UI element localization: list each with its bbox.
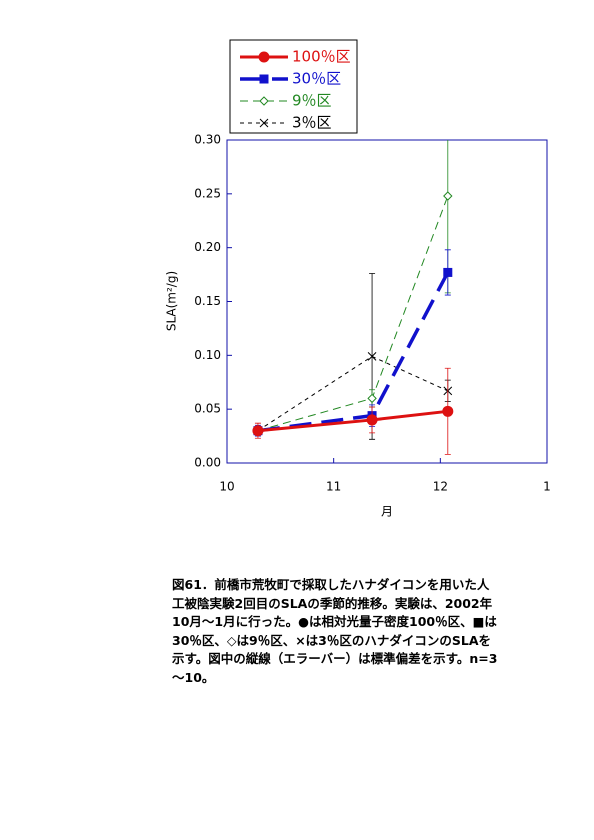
marker xyxy=(252,425,264,437)
marker xyxy=(442,405,454,417)
series-line xyxy=(257,355,449,432)
plot-frame xyxy=(226,139,548,464)
marker xyxy=(366,414,378,426)
series-line xyxy=(257,409,448,433)
legend-label: 30％区 xyxy=(292,70,341,88)
x-axis-label: 月 xyxy=(381,505,393,519)
caption: 図61．前橋市荒牧町で採取したハナダイコンを用いた人 工被陰実験2回目のSLAの季… xyxy=(172,576,572,687)
x-tick-label: 10 xyxy=(219,480,234,494)
caption-line: 30％区、◇は9％区、×は3％区のハナダイコンのSLAを xyxy=(172,632,492,648)
legend-marker xyxy=(259,96,269,106)
chart: 月 SLA(m²/g) 0.00 0.05 0.10 0.15 0.20 0.25 0.30… xyxy=(165,39,551,519)
y-tick-label: 0.30 xyxy=(194,133,221,147)
y-tick-label: 0.20 xyxy=(194,240,221,254)
legend-label: 100％区 xyxy=(292,48,351,66)
series-line xyxy=(257,195,449,432)
y-tick-label: 0.15 xyxy=(194,294,221,308)
legend-marker xyxy=(259,118,269,128)
caption-line: 10月～1月に行った。●は相対光量子密度100％区、■は xyxy=(172,614,497,629)
x-tick-label: 11 xyxy=(326,480,341,494)
caption-line: 示す。図中の縦線（エラーバー）は標準偏差を示す。n=3 xyxy=(172,651,498,666)
y-tick-label: 0.25 xyxy=(194,186,221,200)
plot xyxy=(252,140,454,455)
caption-line: 工被陰実験2回目のSLAの季節的推移。実験は、2002年 xyxy=(172,595,493,611)
marker xyxy=(367,393,377,404)
legend-label: 9％区 xyxy=(292,92,332,110)
x-tick-label: 12 xyxy=(433,480,448,494)
caption-line: ～10。 xyxy=(172,669,215,685)
legend-marker xyxy=(259,74,269,84)
y-axis-label: SLA(m²/g) xyxy=(165,271,179,331)
legend-label: 3％区 xyxy=(292,114,332,132)
caption-line: 図61．前橋市荒牧町で採取したハナダイコンを用いた人 xyxy=(172,577,490,592)
y-tick-label: 0.00 xyxy=(194,456,221,470)
marker xyxy=(443,191,453,201)
marker xyxy=(443,267,453,277)
marker xyxy=(367,352,377,361)
legend-marker xyxy=(258,51,270,63)
y-tick-label: 0.05 xyxy=(194,402,221,416)
x-tick-label: 1 xyxy=(543,480,551,494)
series-line xyxy=(257,271,450,433)
y-tick-label: 0.10 xyxy=(194,348,221,362)
